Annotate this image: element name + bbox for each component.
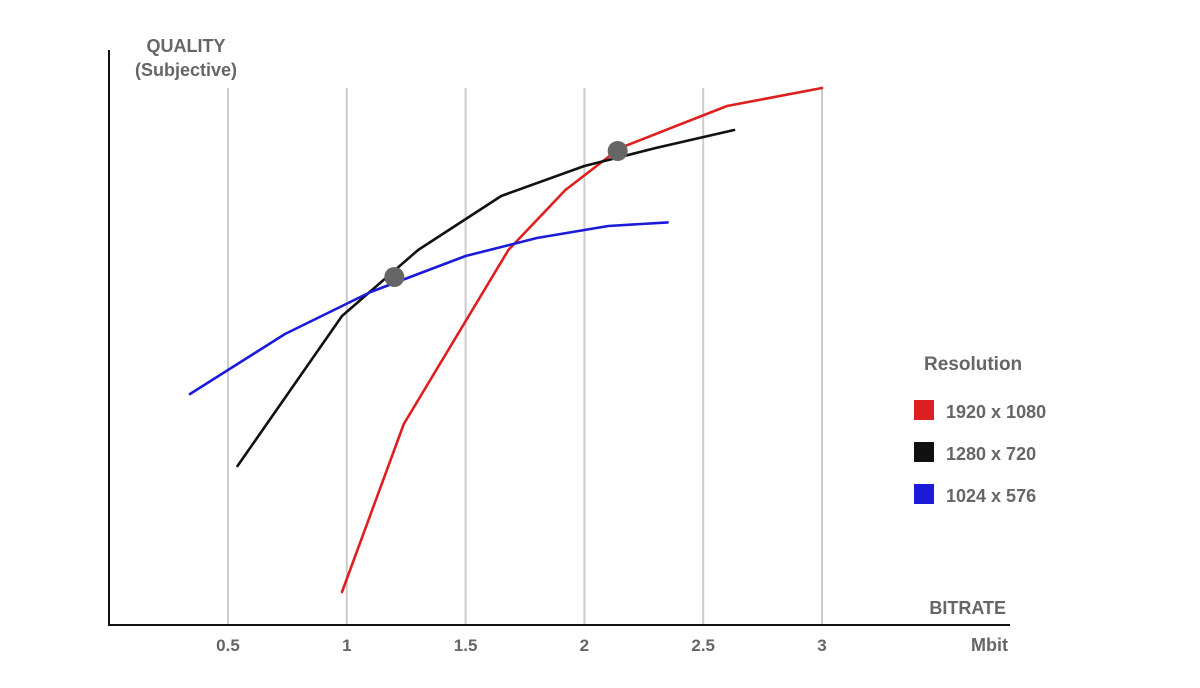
x-tick-label: 2 xyxy=(580,636,589,655)
intersection-marker xyxy=(384,267,405,287)
x-axis-label: BITRATE xyxy=(929,598,1006,618)
series-line-1 xyxy=(236,128,736,468)
x-tick-label: 3 xyxy=(817,636,826,655)
x-tick-labels: 0.5 1 1.5 2 2.5 3 xyxy=(216,636,827,655)
x-axis-unit: Mbit xyxy=(971,635,1008,655)
y-axis-label-line1: QUALITY xyxy=(147,36,226,56)
legend-label: 1920 x 1080 xyxy=(946,402,1046,422)
x-tick-label: 1 xyxy=(342,636,351,655)
x-tick-label: 1.5 xyxy=(454,636,478,655)
legend-label: 1024 x 576 xyxy=(946,486,1036,506)
intersection-markers xyxy=(384,141,628,287)
legend-label: 1280 x 720 xyxy=(946,444,1036,464)
x-tick-label: 2.5 xyxy=(691,636,715,655)
y-axis-label-line2: (Subjective) xyxy=(135,60,237,80)
legend-swatch xyxy=(914,484,934,504)
series-lines xyxy=(188,86,824,594)
legend-title: Resolution xyxy=(924,354,1022,375)
intersection-marker xyxy=(607,141,628,161)
legend-swatch xyxy=(914,400,934,420)
legend-swatch xyxy=(914,442,934,462)
legend: 1920 x 1080 1280 x 720 1024 x 576 xyxy=(914,400,1046,506)
grid-lines xyxy=(227,88,823,624)
series-line-0 xyxy=(340,86,824,594)
x-tick-label: 0.5 xyxy=(216,636,240,655)
series-line-2 xyxy=(188,221,669,396)
